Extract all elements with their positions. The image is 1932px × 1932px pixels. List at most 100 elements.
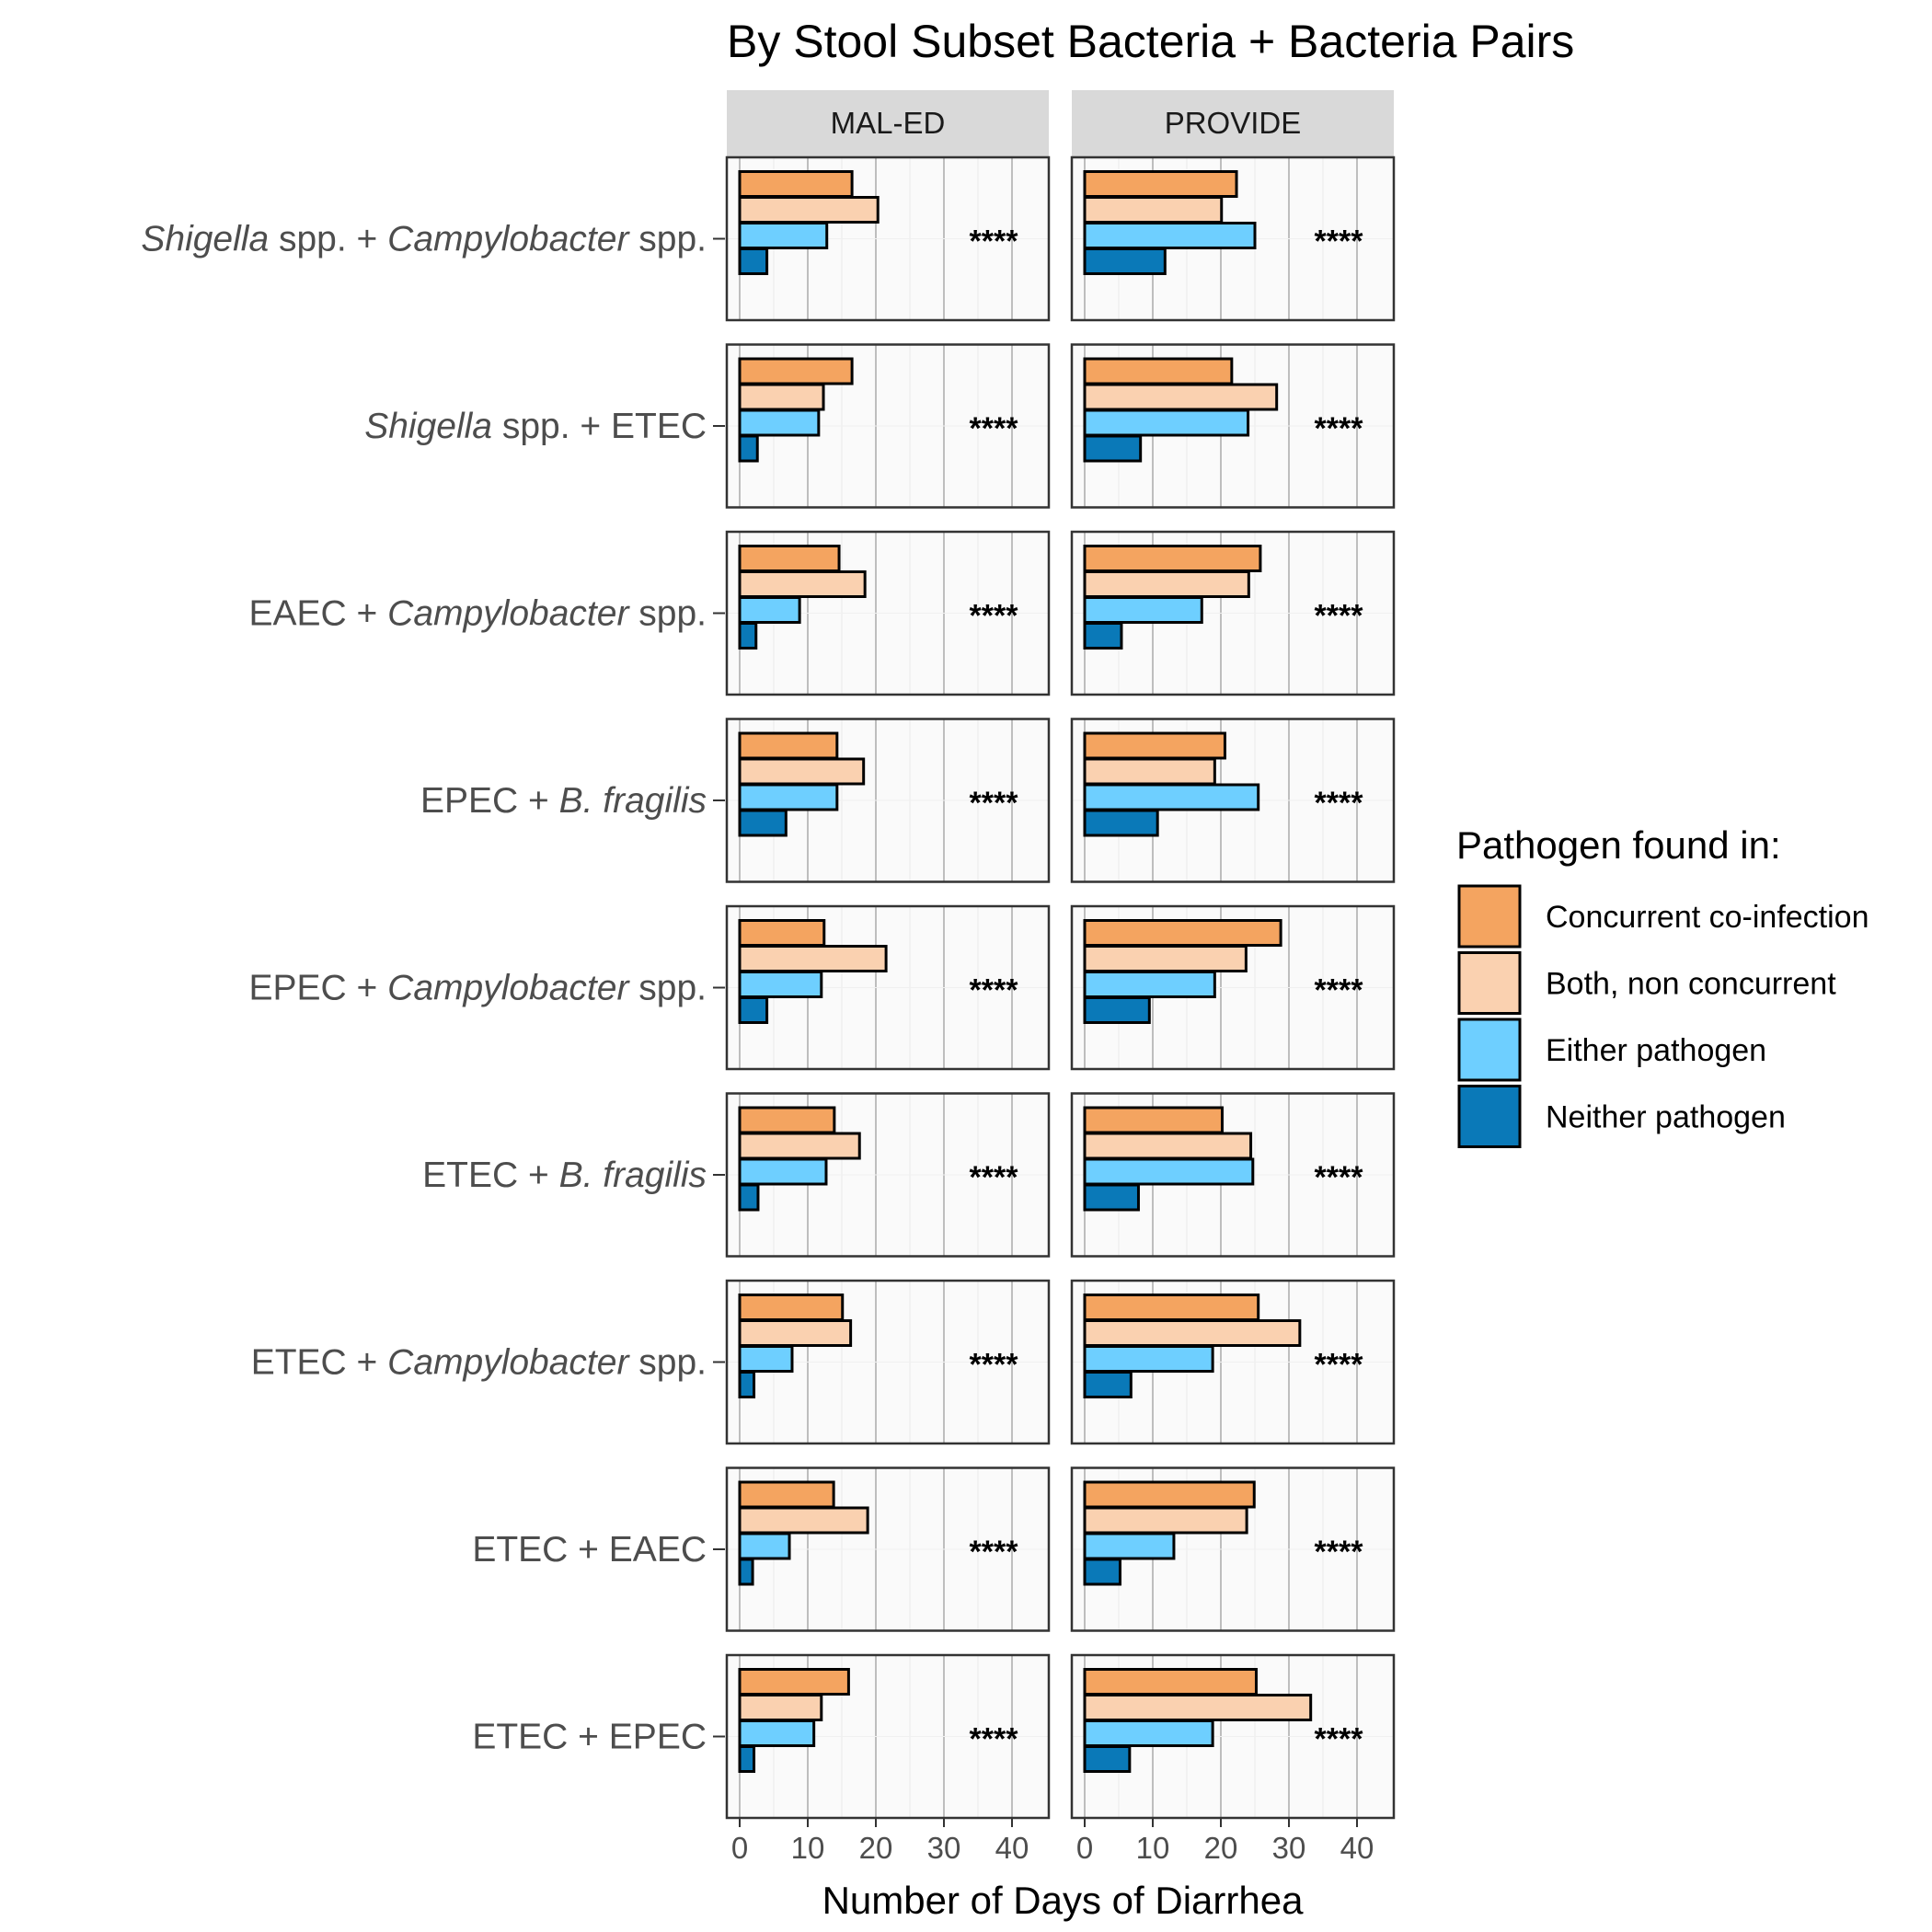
legend: Pathogen found in: Concurrent co-infectio… xyxy=(1456,823,1869,1148)
bar-concurrent-co-infection xyxy=(738,545,841,572)
x-tick-label: 20 xyxy=(859,1831,893,1865)
panel-border xyxy=(725,718,1051,883)
panel-border xyxy=(725,530,1051,696)
legend-label: Neither pathogen xyxy=(1546,1100,1786,1135)
bar-both-non-concurrent xyxy=(738,1506,869,1535)
bar-either-pathogen xyxy=(738,1157,828,1186)
bar-either-pathogen xyxy=(1083,1532,1176,1560)
panel-border xyxy=(1070,718,1396,883)
significance-label: **** xyxy=(1315,224,1364,259)
bar-concurrent-co-infection xyxy=(1083,1294,1260,1321)
bar-either-pathogen xyxy=(738,408,821,437)
bar-both-non-concurrent xyxy=(738,383,825,411)
row-label: EPEC + Campylobacter spp. xyxy=(249,969,707,1008)
panel-border xyxy=(1070,1466,1396,1632)
bar-concurrent-co-infection xyxy=(1083,731,1226,760)
bar-concurrent-co-infection xyxy=(738,357,854,385)
legend-label: Concurrent co-infection xyxy=(1546,900,1869,935)
panel-border xyxy=(725,1466,1051,1632)
bar-either-pathogen xyxy=(738,783,839,811)
row-label: ETEC + EAEC xyxy=(472,1530,707,1570)
bar-neither-pathogen xyxy=(1083,434,1143,463)
bar-both-non-concurrent xyxy=(738,945,888,972)
bar-concurrent-co-infection xyxy=(738,919,826,947)
x-tick-label: 10 xyxy=(791,1831,825,1865)
significance-label: **** xyxy=(970,1722,1019,1757)
bar-either-pathogen xyxy=(1083,971,1216,998)
legend-key xyxy=(1457,951,1522,1015)
bar-both-non-concurrent xyxy=(1083,1319,1302,1347)
bar-both-non-concurrent xyxy=(1083,1506,1248,1535)
bar-neither-pathogen xyxy=(738,622,758,650)
bar-both-non-concurrent xyxy=(1083,383,1279,411)
bar-either-pathogen xyxy=(738,1532,791,1560)
bar-either-pathogen xyxy=(1083,1719,1214,1747)
bar-concurrent-co-infection xyxy=(1083,1106,1224,1134)
strip-provide xyxy=(1072,90,1394,156)
bar-concurrent-co-infection xyxy=(738,1106,836,1134)
bar-neither-pathogen xyxy=(738,1558,754,1586)
bar-neither-pathogen xyxy=(738,434,759,463)
bar-both-non-concurrent xyxy=(1083,1132,1253,1160)
legend-key xyxy=(1457,1085,1522,1148)
panel-border xyxy=(725,1653,1051,1820)
bar-both-non-concurrent xyxy=(1083,196,1224,224)
row-label: Shigella spp. + Campylobacter spp. xyxy=(141,220,707,259)
bar-both-non-concurrent xyxy=(738,757,866,786)
strip-mal-ed xyxy=(727,90,1049,156)
bar-either-pathogen xyxy=(738,1719,816,1747)
x-tick-label: 0 xyxy=(731,1831,748,1865)
bar-both-non-concurrent xyxy=(1083,570,1250,598)
significance-label: **** xyxy=(970,786,1019,821)
bar-neither-pathogen xyxy=(1083,622,1123,650)
bar-both-non-concurrent xyxy=(1083,757,1216,786)
bar-concurrent-co-infection xyxy=(1083,170,1238,198)
bar-neither-pathogen xyxy=(738,1371,756,1398)
significance-label: **** xyxy=(970,1535,1019,1570)
bar-neither-pathogen xyxy=(1083,1558,1121,1586)
bar-concurrent-co-infection xyxy=(738,1480,835,1509)
legend-key xyxy=(1457,1018,1522,1082)
significance-label: **** xyxy=(970,411,1019,446)
bar-both-non-concurrent xyxy=(738,1132,861,1160)
panel-border xyxy=(725,904,1051,1071)
row-label: ETEC + EPEC xyxy=(472,1718,707,1757)
bar-neither-pathogen xyxy=(1083,247,1167,275)
bar-neither-pathogen xyxy=(1083,1371,1133,1398)
significance-label: **** xyxy=(1315,1535,1364,1570)
strip-label: PROVIDE xyxy=(1165,106,1302,140)
significance-label: **** xyxy=(1315,411,1364,446)
bar-neither-pathogen xyxy=(738,809,788,837)
significance-label: **** xyxy=(970,1348,1019,1383)
x-tick-label: 30 xyxy=(927,1831,961,1865)
x-tick-label: 40 xyxy=(1340,1831,1374,1865)
panel-border xyxy=(725,1092,1051,1258)
row-label: ETEC + B. fragilis xyxy=(422,1156,707,1195)
panel-border xyxy=(1070,1279,1396,1445)
panel-border xyxy=(725,343,1051,509)
x-tick-label: 30 xyxy=(1272,1831,1306,1865)
row-label: Shigella spp. + ETEC xyxy=(364,407,707,446)
bar-either-pathogen xyxy=(1083,596,1203,624)
bar-concurrent-co-infection xyxy=(1083,357,1234,385)
bar-neither-pathogen xyxy=(738,1745,756,1773)
bar-both-non-concurrent xyxy=(738,196,880,224)
facet-panels: MAL-ED PROVIDE Shigella spp. + Campylobact… xyxy=(141,90,1396,1865)
significance-label: **** xyxy=(970,224,1019,259)
bar-both-non-concurrent xyxy=(738,1319,853,1347)
panel-border xyxy=(1070,530,1396,696)
bar-concurrent-co-infection xyxy=(1083,1480,1256,1509)
bar-concurrent-co-infection xyxy=(1083,545,1262,572)
bar-either-pathogen xyxy=(738,222,829,249)
bar-either-pathogen xyxy=(1083,408,1250,437)
significance-label: **** xyxy=(1315,1722,1364,1757)
bar-neither-pathogen xyxy=(738,996,769,1024)
legend-title: Pathogen found in: xyxy=(1456,823,1781,867)
panel-border xyxy=(1070,1092,1396,1258)
bar-both-non-concurrent xyxy=(1083,945,1248,972)
bar-either-pathogen xyxy=(738,596,801,624)
significance-label: **** xyxy=(1315,1160,1364,1195)
x-tick-label: 10 xyxy=(1136,1831,1170,1865)
chart-title: By Stool Subset Bacteria + Bacteria Pair… xyxy=(727,16,1574,67)
